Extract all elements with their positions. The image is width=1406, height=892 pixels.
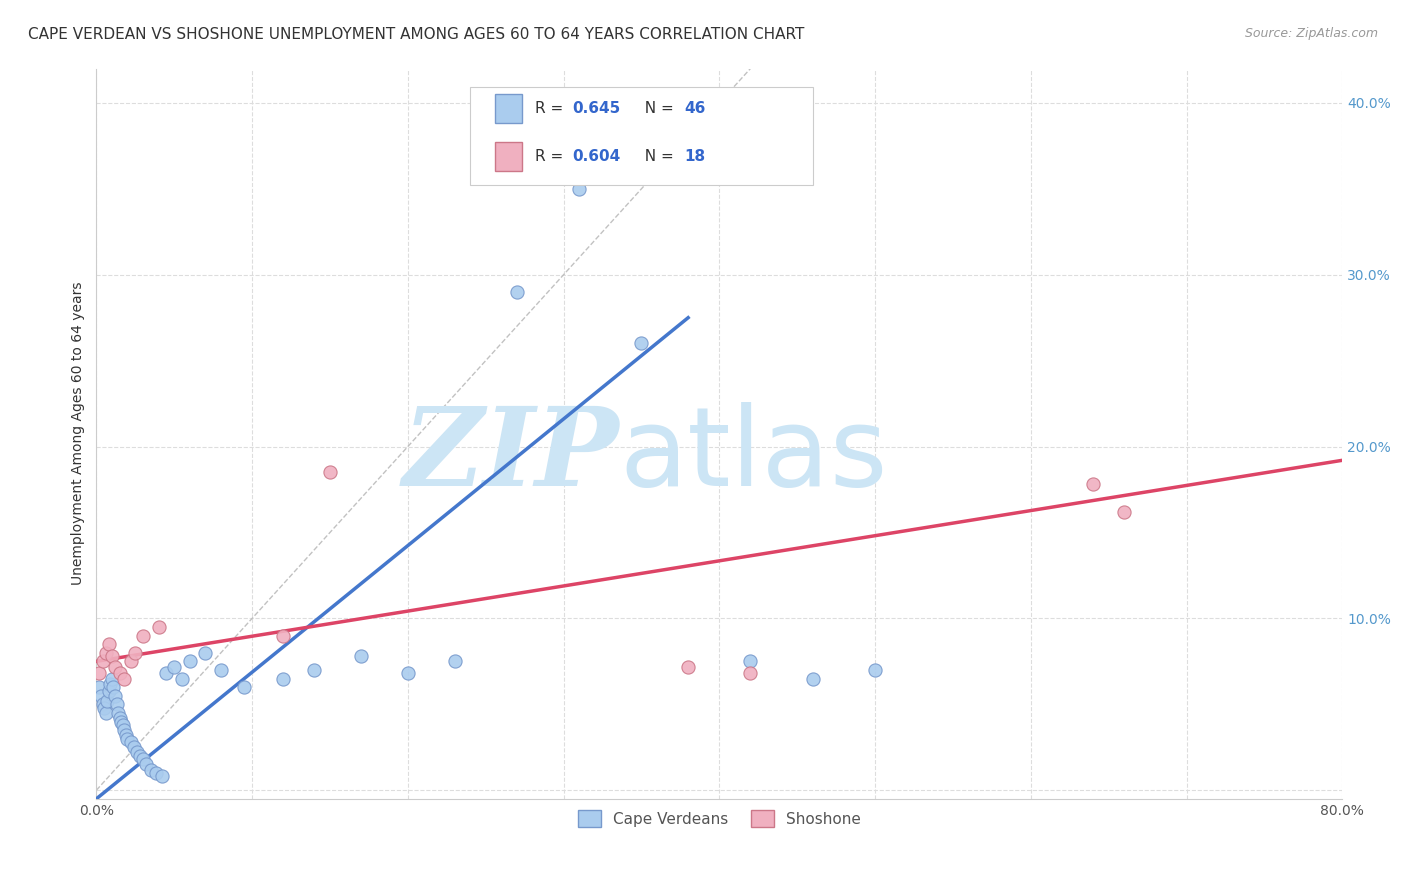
Point	[101, 672, 124, 686]
Point	[148, 620, 170, 634]
Point	[110, 714, 132, 729]
Legend: Cape Verdeans, Shoshone: Cape Verdeans, Shoshone	[569, 802, 869, 835]
Point	[676, 659, 699, 673]
Point	[107, 706, 129, 720]
Point	[506, 285, 529, 299]
Text: N =: N =	[634, 149, 678, 163]
Point	[120, 654, 142, 668]
Point	[112, 672, 135, 686]
Point	[91, 698, 114, 712]
Point	[132, 629, 155, 643]
Text: ZIP: ZIP	[404, 401, 620, 509]
Point	[443, 654, 465, 668]
Text: atlas: atlas	[620, 402, 889, 509]
Point	[179, 654, 201, 668]
Point	[304, 663, 326, 677]
Point	[209, 663, 232, 677]
Point	[120, 735, 142, 749]
Point	[117, 731, 139, 746]
Point	[112, 723, 135, 737]
Point	[125, 746, 148, 760]
Point	[150, 770, 173, 784]
Point	[170, 672, 193, 686]
Point	[233, 680, 256, 694]
Point	[122, 740, 145, 755]
Point	[132, 752, 155, 766]
FancyBboxPatch shape	[495, 94, 523, 123]
Text: Source: ZipAtlas.com: Source: ZipAtlas.com	[1244, 27, 1378, 40]
Text: 0.604: 0.604	[572, 149, 620, 163]
Point	[740, 654, 762, 668]
Text: N =: N =	[634, 101, 678, 116]
Point	[863, 663, 886, 677]
Text: CAPE VERDEAN VS SHOSHONE UNEMPLOYMENT AMONG AGES 60 TO 64 YEARS CORRELATION CHAR: CAPE VERDEAN VS SHOSHONE UNEMPLOYMENT AM…	[28, 27, 804, 42]
Point	[1081, 477, 1104, 491]
Point	[97, 637, 120, 651]
Point	[89, 666, 111, 681]
Point	[89, 680, 111, 694]
Text: 18: 18	[685, 149, 706, 163]
Point	[194, 646, 217, 660]
Point	[98, 676, 121, 690]
Point	[319, 466, 342, 480]
Point	[271, 629, 294, 643]
Point	[740, 666, 762, 681]
Point	[145, 766, 167, 780]
Point	[96, 694, 118, 708]
Point	[135, 757, 157, 772]
Point	[90, 689, 112, 703]
Point	[94, 706, 117, 720]
Point	[105, 698, 128, 712]
Point	[108, 666, 131, 681]
Point	[568, 182, 591, 196]
Point	[396, 666, 419, 681]
Text: R =: R =	[534, 101, 568, 116]
Point	[104, 659, 127, 673]
Point	[104, 689, 127, 703]
Point	[94, 646, 117, 660]
Point	[101, 649, 124, 664]
Point	[630, 336, 652, 351]
FancyBboxPatch shape	[470, 87, 813, 186]
Point	[91, 654, 114, 668]
Point	[1114, 505, 1136, 519]
Point	[97, 683, 120, 698]
Y-axis label: Unemployment Among Ages 60 to 64 years: Unemployment Among Ages 60 to 64 years	[72, 282, 86, 585]
Point	[350, 649, 373, 664]
Point	[163, 659, 186, 673]
Text: R =: R =	[534, 149, 568, 163]
Point	[115, 728, 138, 742]
Point	[103, 680, 125, 694]
Point	[155, 666, 177, 681]
Point	[129, 748, 152, 763]
Point	[124, 646, 146, 660]
Point	[108, 711, 131, 725]
Point	[93, 700, 115, 714]
Text: 46: 46	[685, 101, 706, 116]
Point	[801, 672, 824, 686]
Point	[111, 718, 134, 732]
Point	[271, 672, 294, 686]
Point	[139, 763, 162, 777]
FancyBboxPatch shape	[495, 142, 523, 170]
Text: 0.645: 0.645	[572, 101, 620, 116]
